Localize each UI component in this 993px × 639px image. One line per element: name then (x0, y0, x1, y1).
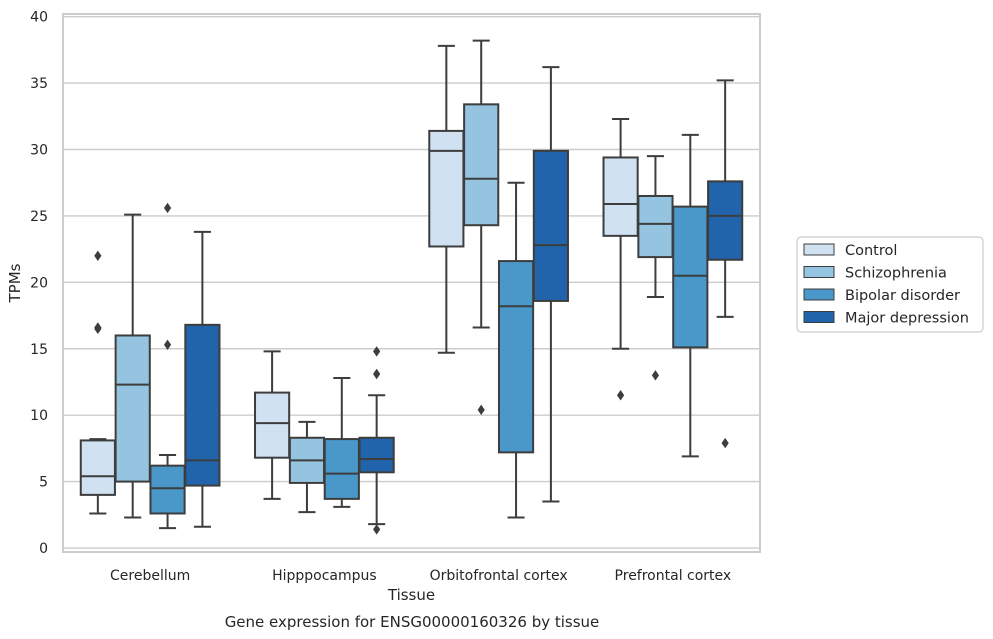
box-body (602, 156, 639, 237)
legend: Control Schizophrenia Bipolar disorder Majo… (796, 236, 984, 333)
box-3-0 (602, 117, 639, 401)
x-tick-label: Hipppocampus (272, 568, 377, 584)
chart-caption: Gene expression for ENSG00000160326 by t… (225, 613, 600, 631)
legend-swatch (803, 288, 835, 301)
box-body (323, 438, 360, 500)
y-tick-label: 20 (30, 275, 48, 291)
legend-label: Schizophrenia (845, 266, 947, 282)
plot-area-frame (62, 13, 761, 553)
box-3-3 (707, 79, 744, 449)
box-body (114, 334, 151, 483)
box-body (254, 391, 291, 459)
x-tick-label: Prefrontal cortex (615, 568, 732, 584)
y-axis-label: TPMs (6, 263, 24, 303)
box-3-1 (637, 155, 674, 381)
box-body (672, 205, 709, 349)
y-axis-ticks: 0 5 10 15 20 25 30 35 40 (30, 10, 48, 557)
y-tick-label: 10 (30, 408, 48, 424)
outlier-point (373, 368, 381, 380)
y-tick-label: 35 (30, 76, 48, 92)
box-1-2 (323, 376, 360, 508)
box-body (532, 149, 569, 302)
x-tick-label: Cerebellum (110, 568, 190, 584)
box-body (707, 180, 744, 261)
box-body (497, 260, 535, 454)
outlier-point (477, 404, 485, 416)
box-2-2 (497, 181, 535, 519)
box-1-3 (358, 346, 395, 535)
box-body (184, 323, 221, 487)
box-0-0 (79, 250, 116, 515)
y-tick-label: 30 (30, 142, 48, 158)
box-3-2 (672, 133, 709, 458)
outlier-point (94, 250, 102, 261)
x-axis-ticks: Cerebellum Hipppocampus Orbitofrontal cort… (110, 568, 731, 584)
y-tick-label: 40 (30, 10, 48, 26)
legend-swatch (803, 311, 835, 323)
legend-swatch (803, 243, 835, 256)
box-0-3 (184, 230, 221, 528)
box-2-3 (532, 66, 569, 503)
outlier-point (617, 390, 625, 401)
box-body (149, 464, 186, 515)
outlier-point (163, 339, 172, 350)
outlier-point (373, 346, 381, 357)
y-tick-label: 15 (30, 342, 48, 358)
outlier-point (94, 322, 102, 333)
legend-swatch (803, 266, 835, 278)
legend-label: Major depression (845, 311, 969, 327)
x-axis-label: Tissue (387, 586, 435, 604)
boxes (79, 39, 744, 535)
box-0-2 (149, 202, 186, 530)
box-body (463, 103, 500, 227)
outlier-point (163, 202, 172, 214)
y-tick-label: 5 (39, 475, 48, 491)
outlier-point (651, 370, 660, 381)
box-1-0 (254, 350, 291, 500)
y-tick-label: 25 (30, 209, 48, 225)
x-tick-label: Orbitofrontal cortex (430, 568, 568, 584)
y-tick-label: 0 (39, 541, 48, 557)
outlier-point (721, 437, 729, 449)
box-body (637, 194, 674, 259)
outlier-point (373, 524, 381, 535)
box-body (79, 439, 116, 496)
box-2-0 (428, 44, 465, 354)
legend-frame (796, 236, 984, 333)
legend-label: Bipolar disorder (845, 288, 960, 304)
legend-label: Control (845, 243, 897, 259)
box-1-1 (288, 420, 326, 514)
box-0-1 (114, 213, 151, 519)
box-2-1 (463, 39, 500, 416)
box-body (428, 129, 465, 248)
box-body (358, 436, 395, 474)
